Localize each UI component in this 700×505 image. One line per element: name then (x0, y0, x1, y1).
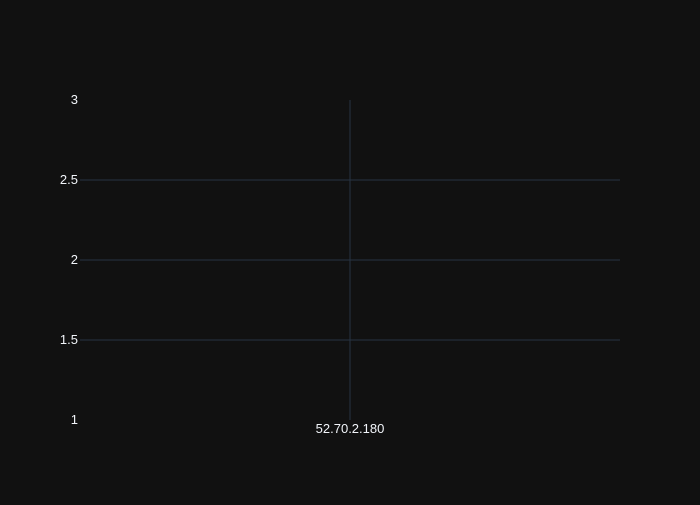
y-tick-label: 1.5 (60, 332, 78, 347)
y-tick-label: 1 (71, 412, 78, 427)
y-tick-label: 3 (71, 92, 78, 107)
y-tick-label: 2.5 (60, 172, 78, 187)
y-tick-labels: 1 1.5 2 2.5 3 (60, 92, 78, 427)
x-tick-labels: 52.70.2.180 (316, 421, 385, 436)
x-tick-label: 52.70.2.180 (316, 421, 385, 436)
y-tick-label: 2 (71, 252, 78, 267)
grid-layer (80, 100, 620, 420)
